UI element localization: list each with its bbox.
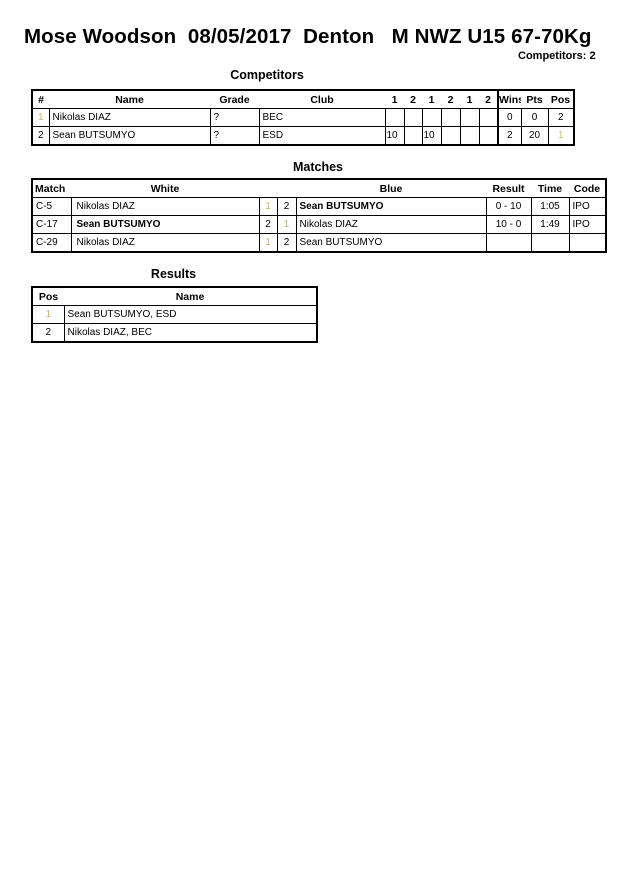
competitor-club: BEC bbox=[258, 108, 386, 127]
score-cell bbox=[421, 108, 442, 127]
match-result: 10 - 0 bbox=[485, 215, 532, 234]
matches-heading: Matches bbox=[292, 160, 344, 174]
white-name: Nikolas DIAZ bbox=[70, 197, 260, 216]
blue-name: Nikolas DIAZ bbox=[295, 215, 487, 234]
score-cell bbox=[459, 126, 480, 146]
competitors-count: Competitors: 2 bbox=[518, 50, 596, 62]
competitor-pos: 2 bbox=[547, 108, 575, 127]
blue-num: 1 bbox=[276, 215, 297, 234]
table-header: Match White Blue Result Time Code bbox=[32, 179, 606, 198]
score-cell bbox=[403, 126, 423, 146]
table-header: # Name Grade Club 1 2 1 2 1 2 Wins Pts P… bbox=[32, 90, 574, 109]
score-cell bbox=[384, 108, 405, 127]
col-pts: Pts bbox=[521, 90, 548, 109]
matches-table: Match White Blue Result Time Code C-5 Ni… bbox=[31, 178, 607, 253]
col-blue-num bbox=[277, 179, 296, 198]
match-time bbox=[530, 233, 570, 253]
match-result: 0 - 10 bbox=[485, 197, 532, 216]
competitor-pts: 20 bbox=[520, 126, 549, 146]
competitor-pts: 0 bbox=[520, 108, 549, 127]
blue-num: 2 bbox=[276, 233, 297, 253]
col-score: 1 bbox=[385, 90, 404, 109]
result-pos: 1 bbox=[31, 305, 65, 324]
competitors-heading: Competitors bbox=[230, 68, 304, 82]
competitor-name: Nikolas DIAZ bbox=[48, 108, 211, 127]
page-title: Mose Woodson 08/05/2017 Denton M NWZ U15… bbox=[24, 25, 592, 48]
col-score: 2 bbox=[479, 90, 498, 109]
col-time: Time bbox=[531, 179, 569, 198]
match-result bbox=[485, 233, 532, 253]
competitor-wins: 0 bbox=[497, 108, 522, 127]
competitor-grade: ? bbox=[209, 126, 260, 146]
table-row: 1 Sean BUTSUMYO, ESD bbox=[31, 305, 318, 324]
match-code bbox=[568, 233, 607, 253]
col-pos: Pos bbox=[32, 287, 64, 306]
competitors-table: # Name Grade Club 1 2 1 2 1 2 Wins Pts P… bbox=[31, 89, 575, 146]
white-num: 1 bbox=[258, 197, 278, 216]
results-table: Pos Name 1 Sean BUTSUMYO, ESD 2 Nikolas … bbox=[31, 286, 318, 343]
col-score: 1 bbox=[460, 90, 479, 109]
white-num: 2 bbox=[258, 215, 278, 234]
competitor-num: 2 bbox=[31, 126, 50, 146]
result-pos: 2 bbox=[31, 323, 65, 343]
col-score: 2 bbox=[404, 90, 422, 109]
col-white: White bbox=[71, 179, 259, 198]
white-name: Nikolas DIAZ bbox=[70, 233, 260, 253]
score-cell: 10 bbox=[384, 126, 405, 146]
table-row: 2 Sean BUTSUMYO ? ESD 10 10 2 20 1 bbox=[31, 126, 575, 146]
score-cell bbox=[440, 126, 461, 146]
col-white-num bbox=[259, 179, 277, 198]
score-cell bbox=[478, 108, 499, 127]
match-time: 1:49 bbox=[530, 215, 570, 234]
match-time: 1:05 bbox=[530, 197, 570, 216]
table-header: Pos Name bbox=[32, 287, 317, 306]
blue-name: Sean BUTSUMYO bbox=[295, 197, 487, 216]
col-result: Result bbox=[486, 179, 531, 198]
table-row: C-5 Nikolas DIAZ 1 2 Sean BUTSUMYO 0 - 1… bbox=[31, 197, 607, 216]
match-code: IPO bbox=[568, 215, 607, 234]
score-cell bbox=[403, 108, 423, 127]
score-cell bbox=[440, 108, 461, 127]
match-id: C-5 bbox=[31, 197, 72, 216]
col-grade: Grade bbox=[210, 90, 259, 109]
col-club: Club bbox=[259, 90, 385, 109]
white-num: 1 bbox=[258, 233, 278, 253]
competitor-grade: ? bbox=[209, 108, 260, 127]
results-heading: Results bbox=[150, 267, 197, 281]
competitor-num: 1 bbox=[31, 108, 50, 127]
match-id: C-29 bbox=[31, 233, 72, 253]
blue-num: 2 bbox=[276, 197, 297, 216]
competitor-name: Sean BUTSUMYO bbox=[48, 126, 211, 146]
col-score: 1 bbox=[422, 90, 441, 109]
match-code: IPO bbox=[568, 197, 607, 216]
col-match: Match bbox=[32, 179, 71, 198]
result-name: Sean BUTSUMYO, ESD bbox=[63, 305, 318, 324]
white-name: Sean BUTSUMYO bbox=[70, 215, 260, 234]
col-wins: Wins bbox=[497, 90, 521, 109]
col-name: Name bbox=[64, 287, 317, 306]
col-name: Name bbox=[49, 90, 210, 109]
match-id: C-17 bbox=[31, 215, 72, 234]
col-pos: Pos bbox=[548, 90, 574, 109]
table-row: C-29 Nikolas DIAZ 1 2 Sean BUTSUMYO bbox=[31, 233, 607, 253]
score-cell bbox=[459, 108, 480, 127]
col-score: 2 bbox=[441, 90, 460, 109]
competitor-club: ESD bbox=[258, 126, 386, 146]
table-row: 2 Nikolas DIAZ, BEC bbox=[31, 323, 318, 343]
col-num: # bbox=[32, 90, 49, 109]
table-row: 1 Nikolas DIAZ ? BEC 0 0 2 bbox=[31, 108, 575, 127]
col-blue: Blue bbox=[296, 179, 486, 198]
result-name: Nikolas DIAZ, BEC bbox=[63, 323, 318, 343]
blue-name: Sean BUTSUMYO bbox=[295, 233, 487, 253]
score-cell bbox=[478, 126, 499, 146]
competitor-pos: 1 bbox=[547, 126, 575, 146]
col-code: Code bbox=[569, 179, 606, 198]
score-cell: 10 bbox=[421, 126, 442, 146]
table-row: C-17 Sean BUTSUMYO 2 1 Nikolas DIAZ 10 -… bbox=[31, 215, 607, 234]
competitor-wins: 2 bbox=[497, 126, 522, 146]
